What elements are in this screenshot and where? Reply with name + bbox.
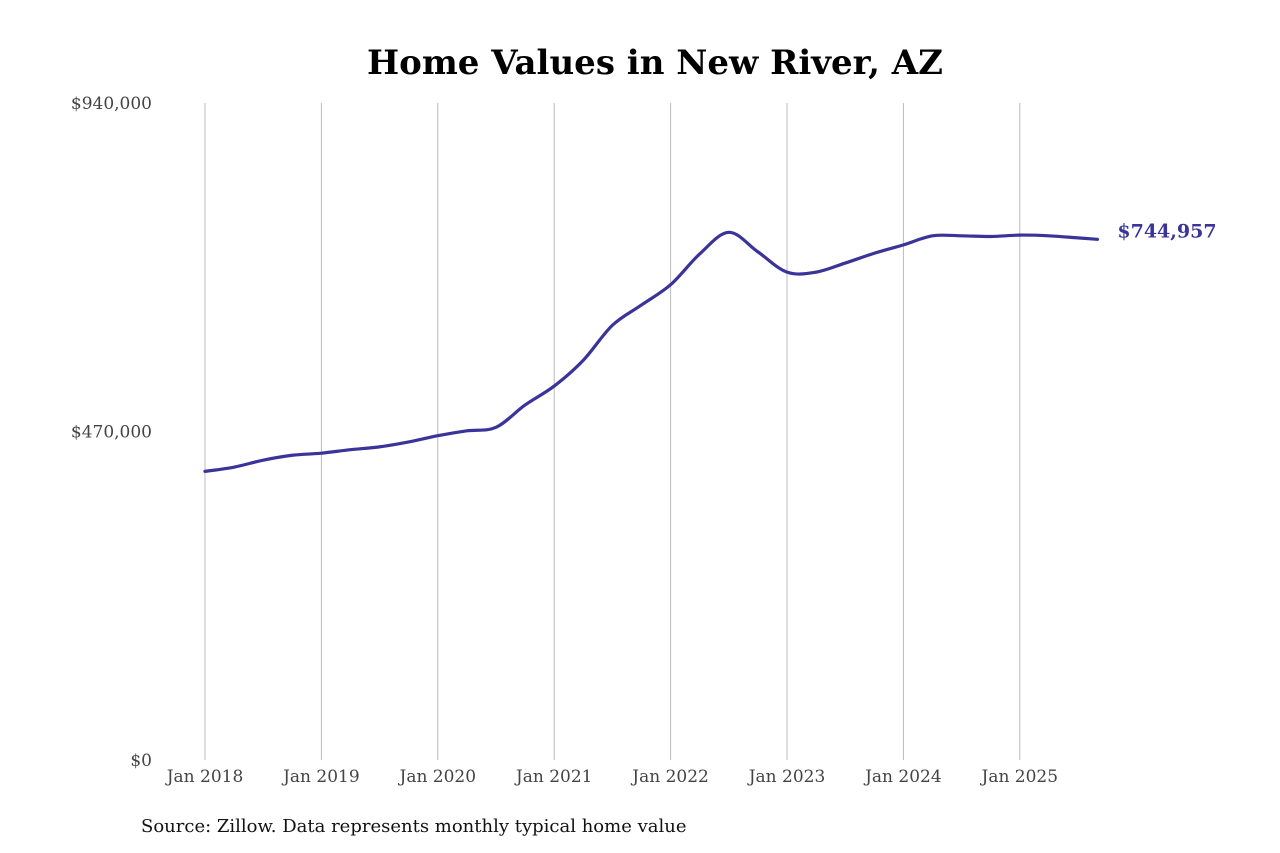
source-note: Source: Zillow. Data represents monthly … bbox=[141, 816, 687, 837]
x-tick-label: Jan 2018 bbox=[165, 767, 244, 787]
y-tick-label: $470,000 bbox=[71, 423, 152, 443]
x-tick-label: Jan 2019 bbox=[281, 767, 360, 787]
x-tick-label: Jan 2022 bbox=[630, 767, 709, 787]
y-tick-label: $940,000 bbox=[71, 94, 152, 114]
chart-title: Home Values in New River, AZ bbox=[367, 43, 943, 83]
y-tick-label: $0 bbox=[130, 751, 152, 771]
series-line bbox=[203, 230, 1099, 473]
x-tick-label: Jan 2021 bbox=[514, 767, 593, 787]
x-tick-label: Jan 2025 bbox=[980, 767, 1059, 787]
end-value-label: $744,957 bbox=[1117, 220, 1216, 242]
x-tick-label: Jan 2024 bbox=[863, 767, 942, 787]
x-tick-label: Jan 2020 bbox=[398, 767, 477, 787]
x-tick-label: Jan 2023 bbox=[747, 767, 826, 787]
